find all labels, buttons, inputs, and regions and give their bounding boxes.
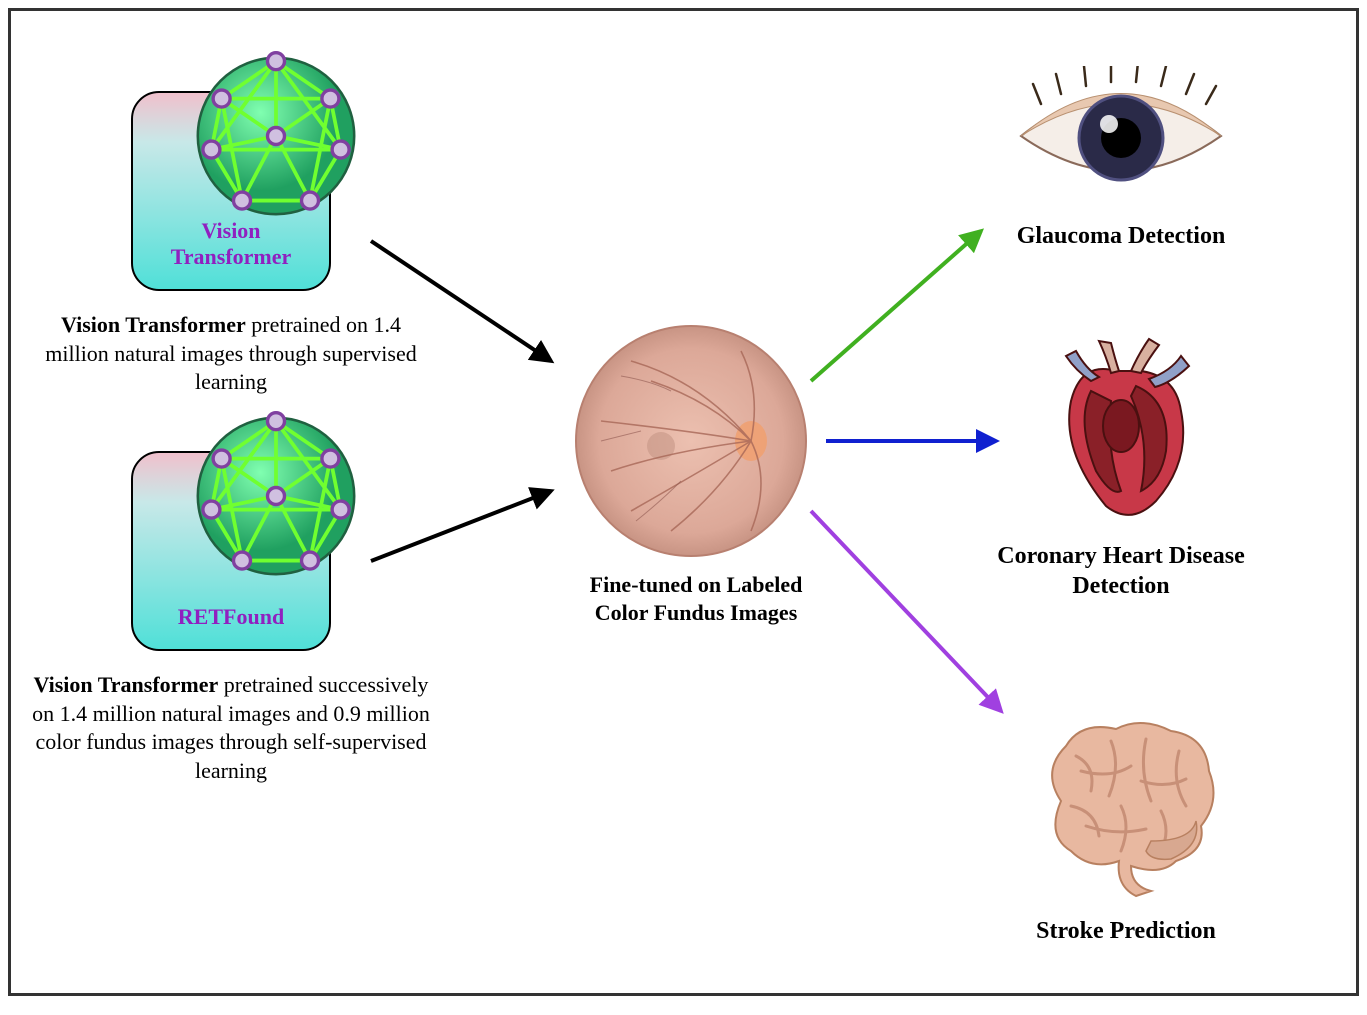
brain-icon [1021, 711, 1231, 901]
arrow-center-to-glaucoma [811, 231, 981, 381]
eye-icon [1011, 66, 1231, 206]
task-chd-label: Coronary Heart Disease Detection [961, 541, 1281, 601]
diagram-frame: Vision Transformer [8, 8, 1359, 996]
task-glaucoma-label: Glaucoma Detection [971, 221, 1271, 251]
arrow-vit-to-center [371, 241, 551, 361]
task-chd-label-2: Detection [1072, 573, 1169, 599]
heart-icon [1021, 331, 1221, 531]
task-chd-label-1: Coronary Heart Disease [997, 543, 1245, 569]
arrow-retfound-to-center [371, 491, 551, 561]
task-stroke-label: Stroke Prediction [991, 916, 1261, 946]
